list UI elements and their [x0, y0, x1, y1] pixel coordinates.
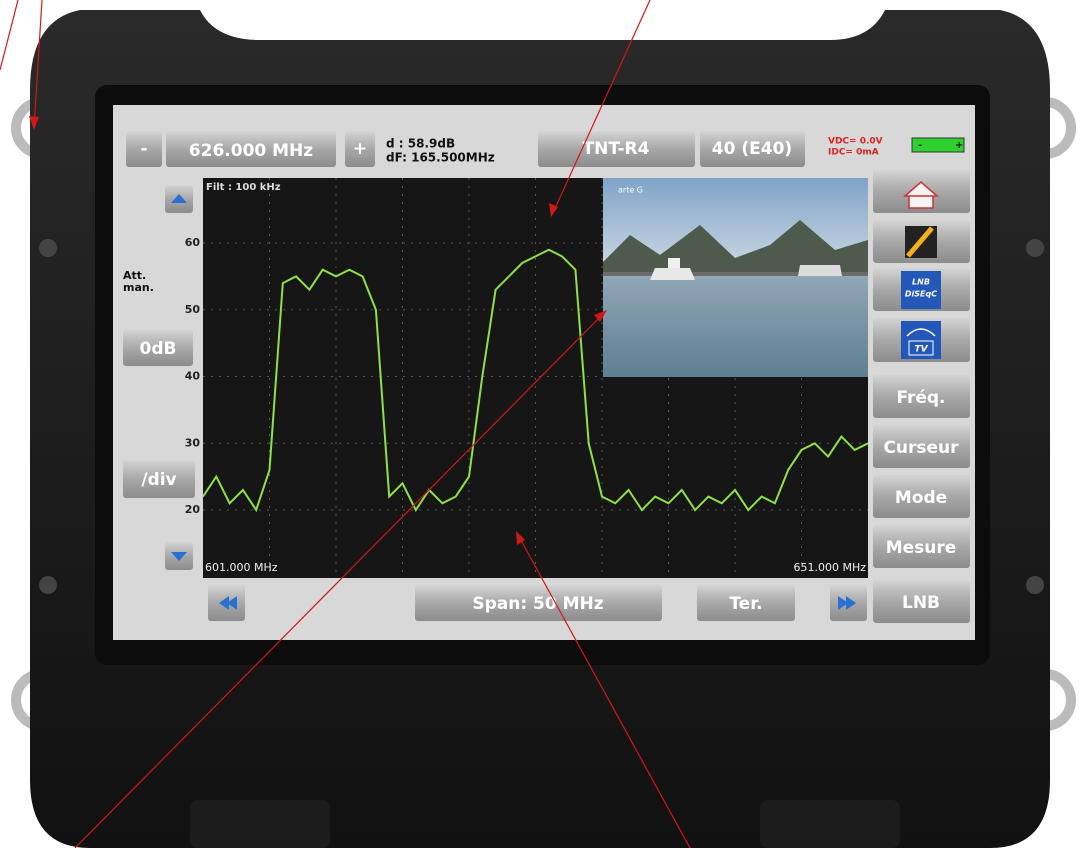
- delta-level: d : 58.9dB: [386, 137, 455, 151]
- idc-readout: IDC= 0mA: [828, 148, 879, 158]
- menu-button[interactable]: [873, 580, 970, 623]
- y-tick-label: 20: [185, 503, 201, 516]
- up-arrow: [171, 194, 187, 203]
- standard-button[interactable]: [538, 131, 695, 167]
- battery-minus: -: [918, 140, 922, 151]
- y-tick-label: 30: [185, 436, 201, 449]
- frequency-button[interactable]: [166, 131, 336, 167]
- vdc-readout: VDC= 0.0V: [828, 137, 883, 147]
- y-tick-label: 60: [185, 236, 201, 249]
- bottom-bar: Span: 50 MHz Ter.: [208, 585, 867, 621]
- menu-button-label: Mesure: [886, 538, 957, 558]
- plus-button[interactable]: [345, 131, 375, 167]
- right-panel: LNB DiSEqC TV Fréq. Curseur Mode Mesure LNB: [873, 170, 970, 623]
- scale-button[interactable]: [123, 460, 195, 498]
- tv-icon-text: TV: [914, 345, 928, 355]
- annotation-lines: [0, 0, 691, 848]
- left-panel: Att. man. 0dB /div: [123, 185, 195, 570]
- inset-label: arte G: [618, 186, 643, 195]
- attenuation-button[interactable]: [123, 330, 193, 366]
- minus-button[interactable]: [126, 131, 162, 167]
- tv-icon: [901, 321, 941, 359]
- menu-button-label: Fréq.: [896, 388, 945, 408]
- spectrum-trace: [202, 248, 869, 513]
- menu-button-label: Curseur: [883, 438, 959, 458]
- att-label-2: man.: [123, 281, 154, 294]
- y-tick-label: 50: [185, 303, 201, 316]
- home-icon: [903, 181, 939, 209]
- y-tick-label: 40: [185, 370, 201, 383]
- standard-label: TNT-R4: [583, 139, 650, 159]
- menu-button[interactable]: [873, 375, 970, 418]
- frequency-label: 626.000 MHz: [189, 141, 313, 161]
- start-frequency: 601.000 MHz: [205, 561, 278, 574]
- lnb-diseqc-icon: [901, 271, 941, 309]
- minus-label: -: [140, 139, 147, 159]
- menu-button-label: LNB: [902, 593, 940, 613]
- top-bar: - 626.000 MHz + d : 58.9dB dF: 165.500MH…: [126, 131, 965, 167]
- menu-button[interactable]: [873, 425, 970, 468]
- lnb-icon-text: LNB: [912, 278, 930, 287]
- battery: [911, 137, 965, 153]
- span-button[interactable]: [415, 585, 662, 621]
- pencil-icon: [906, 226, 934, 258]
- band-label: Ter.: [729, 594, 762, 614]
- stop-frequency: 651.000 MHz: [793, 561, 866, 574]
- menu-button-label: Mode: [895, 488, 947, 508]
- battery-plus: +: [955, 140, 963, 151]
- plus-label: +: [353, 139, 367, 159]
- channel-button[interactable]: [700, 131, 805, 167]
- menu-button[interactable]: [873, 525, 970, 568]
- scale-label: /div: [141, 470, 176, 490]
- channel-label: 40 (E40): [712, 139, 792, 159]
- diseqc-icon-text: DiSEqC: [905, 290, 937, 299]
- delta-frequency: dF: 165.500MHz: [386, 151, 495, 165]
- att-label-1: Att.: [123, 269, 146, 282]
- video-inset: arte G: [603, 178, 868, 377]
- menu-button[interactable]: [873, 475, 970, 518]
- attenuation-label: 0dB: [140, 339, 177, 359]
- filter-label: Filt : 100 kHz: [206, 182, 281, 193]
- span-label: Span: 50 MHz: [472, 594, 603, 614]
- down-arrow: [171, 552, 187, 561]
- annotation-arrowheads: [29, 116, 607, 545]
- band-button[interactable]: [697, 585, 795, 621]
